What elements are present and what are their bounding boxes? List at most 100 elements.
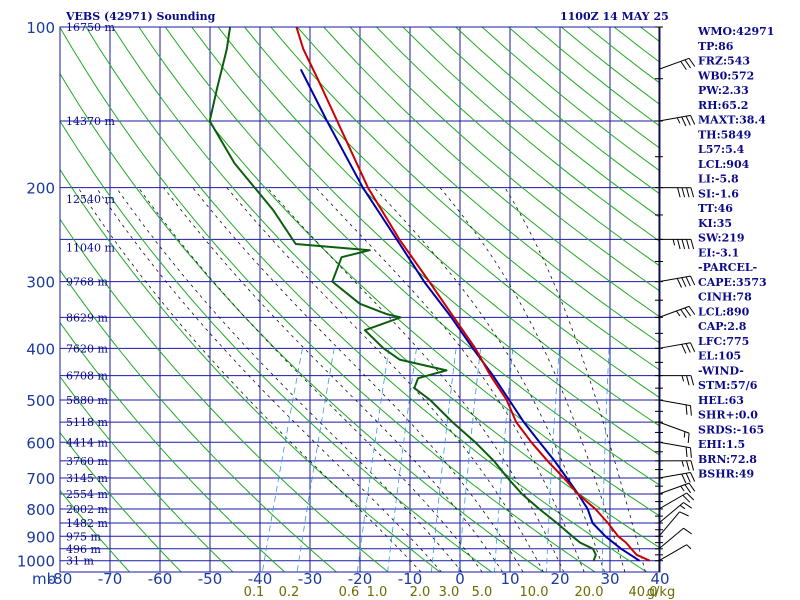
wind-barb — [658, 399, 692, 416]
wind-barb-feather — [685, 276, 691, 287]
wind-barb-staff — [658, 275, 691, 283]
wind-barb-staff — [658, 544, 687, 562]
sounding-index-item: EL:105 — [698, 350, 741, 363]
mixing-ratio-label: 20.0 — [575, 585, 604, 600]
moist-adiabat-line — [77, 187, 422, 572]
dewpoint-profile-line — [208, 27, 597, 562]
wind-barb — [658, 544, 692, 562]
mixing-ratio-label: 0.1 — [244, 585, 265, 600]
wind-barb-feather — [681, 460, 685, 467]
sounding-index-item: SW:219 — [698, 232, 745, 245]
wind-barb-feather — [677, 187, 681, 198]
dry-adiabat-line — [508, 27, 660, 150]
temperature-axis-label: -50 — [198, 570, 223, 588]
wind-barb-feather — [685, 115, 691, 126]
dry-adiabat-line — [60, 72, 544, 572]
wind-barb-feather — [690, 239, 695, 250]
height-label: 9768 m — [66, 276, 108, 289]
pressure-unit-label: mb — [32, 570, 56, 588]
mixing-ratio-unit-label: g/kg — [647, 585, 675, 600]
temperature-axis-label: 40 — [650, 570, 669, 588]
height-label: 496 m — [66, 543, 101, 556]
mixing-ratio-label: 0.6 — [339, 585, 360, 600]
temperature-axis-label: -40 — [248, 570, 273, 588]
sounding-index-item: FRZ:543 — [698, 55, 750, 68]
wind-barb-feather — [690, 187, 695, 198]
wind-barb-feather — [681, 239, 686, 250]
wind-barb-staff — [658, 502, 684, 524]
wind-barb-feather — [690, 472, 696, 482]
temperature-axis-label: 10 — [500, 570, 519, 588]
dry-adiabat-line — [191, 27, 660, 456]
height-label: 4414 m — [66, 436, 108, 449]
pressure-axis-label: 600 — [26, 434, 55, 452]
wind-barb-feather — [683, 431, 686, 438]
height-label: 3760 m — [66, 455, 108, 468]
pressure-axis-label: 900 — [26, 528, 55, 546]
wind-barb-staff — [658, 492, 687, 510]
sounding-index-item: WMO:42971 — [697, 25, 774, 38]
mixing-ratio-label: 3.0 — [439, 585, 460, 600]
wind-barb-staff — [658, 305, 690, 318]
wind-barb-staff — [658, 342, 691, 349]
pressure-axis-label: 200 — [26, 180, 55, 198]
plot-frame — [59, 26, 661, 573]
temperature-profile-line — [295, 27, 651, 562]
moist-adiabat-line — [163, 187, 503, 572]
wind-barb-feather — [680, 61, 687, 70]
wind-barb — [658, 460, 695, 471]
sounding-index-item: SHR+:0.0 — [698, 409, 758, 422]
mixing-ratio-label: 10.0 — [520, 585, 549, 600]
mixing-ratio-label: 1.0 — [367, 585, 388, 600]
wind-barb-feather — [681, 344, 687, 354]
wind-barb — [658, 441, 692, 458]
dry-adiabat-line — [60, 269, 337, 572]
pressure-axis-label: 700 — [26, 470, 55, 488]
wind-barb-feather — [686, 544, 692, 550]
wind-barb-feather — [685, 472, 691, 483]
sounding-index-item: CINH:78 — [698, 291, 752, 304]
sounding-index-item: PW:2.33 — [698, 84, 749, 97]
dry-adiabat-line — [60, 168, 441, 572]
chart-title-station: VEBS (42971) Sounding — [65, 10, 216, 23]
wind-barb — [658, 502, 692, 524]
sounding-index-item: LI:-5.8 — [698, 173, 739, 186]
mixing-ratio-line — [261, 348, 303, 572]
mixing-ratio-line — [356, 348, 390, 572]
wind-barb-feather — [686, 239, 690, 250]
moist-adiabat-line — [315, 187, 585, 572]
wind-barb-feather — [681, 473, 687, 484]
wind-barb-feather — [690, 275, 696, 286]
wind-barb — [658, 275, 696, 288]
wind-barb — [658, 342, 696, 354]
dry-adiabat-line — [349, 27, 660, 292]
height-label: 5118 m — [66, 416, 108, 429]
sounding-index-item: STM:57/6 — [698, 379, 758, 392]
sounding-index-item: L57:5.4 — [698, 143, 745, 156]
sounding-index-item: KI:35 — [698, 217, 732, 230]
wind-barb-feather — [690, 115, 696, 125]
sounding-index-item: LFC:775 — [698, 335, 749, 348]
dry-adiabat-line — [244, 27, 660, 399]
height-label: 12540 m — [66, 193, 115, 206]
sounding-index-item: TP:86 — [698, 40, 734, 53]
mixing-ratio-label: 40.0 — [629, 585, 658, 600]
wind-barb-feather — [688, 306, 696, 315]
wind-barb — [658, 421, 690, 444]
wind-barb-feather — [683, 527, 692, 535]
wind-barb-feather — [688, 482, 696, 492]
moist-adiabat-line — [373, 187, 605, 572]
moist-adiabat-line — [138, 187, 483, 572]
dry-adiabat-line — [60, 321, 286, 572]
mixing-ratio-line — [296, 348, 335, 572]
wind-barb — [658, 57, 696, 70]
wind-barb-feather — [681, 375, 685, 382]
dry-adiabat-line — [60, 375, 234, 572]
wind-barb-feather — [690, 342, 696, 353]
wind-barb-staff — [658, 399, 691, 407]
moist-adiabat-line — [504, 187, 646, 572]
dry-adiabat-line — [323, 27, 660, 318]
sounding-index-item: BSHR:49 — [698, 468, 754, 481]
dry-adiabat-line — [60, 218, 389, 572]
